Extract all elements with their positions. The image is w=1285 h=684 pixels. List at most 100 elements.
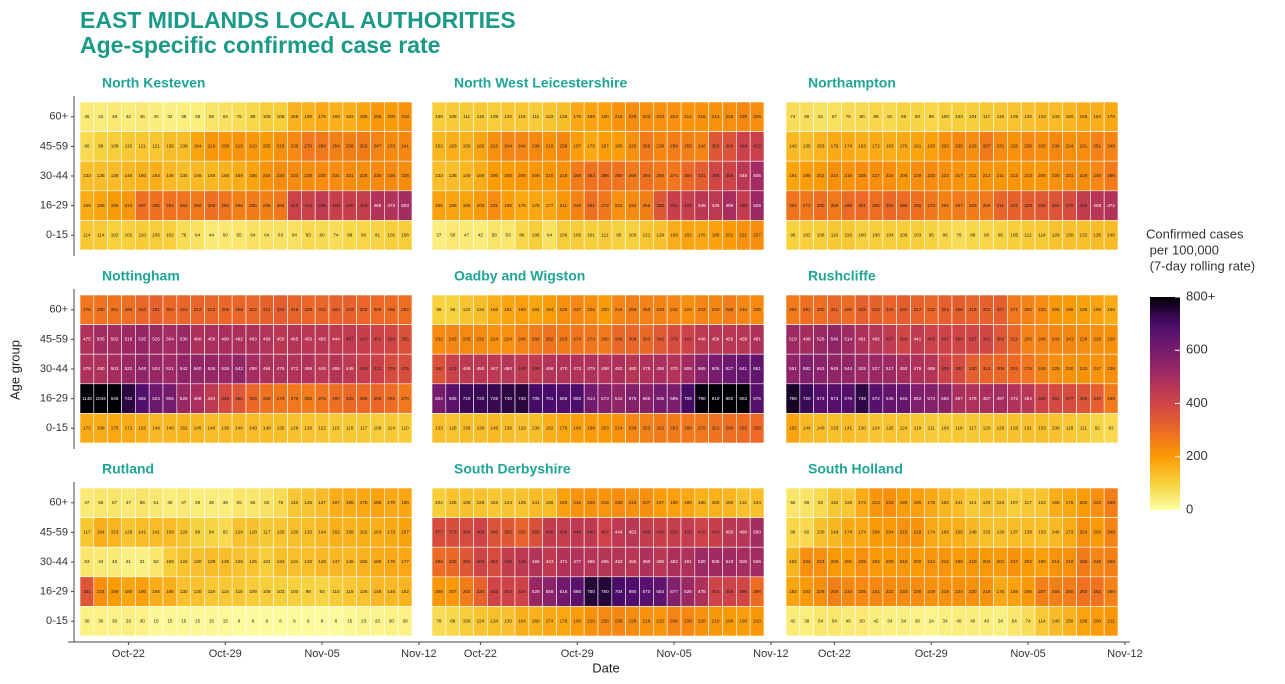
cell-label: 177 <box>546 203 554 208</box>
cell-label: 682 <box>138 396 146 401</box>
cell-label: 23 <box>361 618 367 623</box>
cell-label: 310 <box>138 307 146 312</box>
cell-label: 206 <box>886 559 894 564</box>
cell-label: 168 <box>1080 114 1088 119</box>
cell-label: 164 <box>518 618 526 623</box>
cell-label: 130 <box>858 425 866 430</box>
cell-label: 220 <box>1080 366 1088 371</box>
cell-label: 234 <box>844 589 852 594</box>
cell-label: 163 <box>886 144 894 149</box>
heat-cell <box>1103 606 1119 637</box>
cell-label: 125 <box>277 530 285 535</box>
cell-label: 706 <box>684 396 692 401</box>
cell-label: 61 <box>818 114 824 119</box>
cell-label: 209 <box>1038 173 1046 178</box>
cell-label: 423 <box>684 203 692 208</box>
cell-label: 189 <box>573 425 581 430</box>
cell-label: 147 <box>332 559 340 564</box>
cell-label: 231 <box>997 144 1005 149</box>
cell-label: 109 <box>449 114 457 119</box>
cell-label: 263 <box>360 144 368 149</box>
cell-label: 195 <box>615 144 623 149</box>
cell-label: 403 <box>684 337 692 342</box>
cell-label: 163 <box>374 530 382 535</box>
cell-label: 380 <box>463 530 471 535</box>
cell-label: 105 <box>573 232 581 237</box>
cell-label: 162 <box>546 425 554 430</box>
cell-label: 76 <box>956 232 962 237</box>
cell-label: 82 <box>1109 425 1115 430</box>
cell-label: 239 <box>684 618 692 623</box>
cell-label: 244 <box>504 144 512 149</box>
heat-cell <box>749 220 765 251</box>
cell-label: 503 <box>111 366 119 371</box>
cell-label: 565 <box>698 366 706 371</box>
cell-label: 394 <box>387 337 395 342</box>
cell-label: 308 <box>360 307 368 312</box>
cell-label: 326 <box>955 307 963 312</box>
cell-label: 750 <box>601 589 609 594</box>
cell-label: 117 <box>263 530 271 535</box>
cell-label: 478 <box>698 589 706 594</box>
cell-label: 362 <box>435 366 443 371</box>
cell-label: 31 <box>140 559 146 564</box>
cell-label: 497 <box>997 396 1005 401</box>
cell-label: 455 <box>656 559 664 564</box>
cell-label: 701 <box>546 396 554 401</box>
cell-label: 135 <box>180 173 188 178</box>
cell-label: 402 <box>374 337 382 342</box>
cell-label: 231 <box>1066 173 1074 178</box>
cell-label: 315 <box>886 307 894 312</box>
cell-label: 853 <box>739 396 747 401</box>
cell-label: 230 <box>318 173 326 178</box>
chart-subtitle: Age-specific confirmed case rate <box>80 32 440 58</box>
cell-label: 210 <box>969 559 977 564</box>
cell-label: 125 <box>518 500 526 505</box>
x-tick-label: Oct-22 <box>464 648 497 660</box>
cell-label: 200 <box>490 173 498 178</box>
cell-label: 209 <box>221 144 229 149</box>
cell-label: 693 <box>573 396 581 401</box>
cell-label: 67 <box>832 114 838 119</box>
cell-label: 238 <box>629 425 637 430</box>
y-tick-label: 0-15 <box>46 422 68 434</box>
cell-label: 353 <box>1052 203 1060 208</box>
cell-label: 220 <box>1010 144 1018 149</box>
cell-label: 535 <box>138 337 146 342</box>
cell-label: 320 <box>477 589 485 594</box>
cell-label: 365 <box>401 337 409 342</box>
cell-label: 137 <box>318 500 326 505</box>
cell-label: 651 <box>753 366 761 371</box>
cell-label: 330 <box>1093 396 1101 401</box>
cell-label: 146 <box>490 425 498 430</box>
cell-label: 469 <box>374 203 382 208</box>
cell-label: 208 <box>374 114 382 119</box>
cell-label: 133 <box>983 530 991 535</box>
cell-label: 276 <box>318 396 326 401</box>
cell-label: 212 <box>941 559 949 564</box>
cell-label: 130 <box>1052 425 1060 430</box>
cell-label: 69 <box>804 114 810 119</box>
cell-label: 240 <box>739 307 747 312</box>
cell-label: 498 <box>803 337 811 342</box>
cell-label: 177 <box>401 559 409 564</box>
cell-label: 74 <box>333 232 339 237</box>
cell-label: 208 <box>435 589 443 594</box>
cell-label: 50 <box>860 618 866 623</box>
cell-label: 51 <box>154 500 160 505</box>
x-tick-label: Nov-05 <box>304 648 339 660</box>
cell-label: 250 <box>1107 589 1115 594</box>
cell-label: 248 <box>573 203 581 208</box>
cell-label: 142 <box>789 144 797 149</box>
colorbar-tick-label: 0 <box>1186 501 1193 516</box>
cell-label: 312 <box>1010 337 1018 342</box>
cell-label: 479 <box>587 366 595 371</box>
cell-label: 181 <box>789 173 797 178</box>
cell-label: 131 <box>291 559 299 564</box>
cell-label: 119 <box>208 589 216 594</box>
cell-label: 174 <box>927 530 935 535</box>
cell-label: 440 <box>587 530 595 535</box>
cell-label: 228 <box>629 114 637 119</box>
cell-label: 131 <box>1024 425 1032 430</box>
